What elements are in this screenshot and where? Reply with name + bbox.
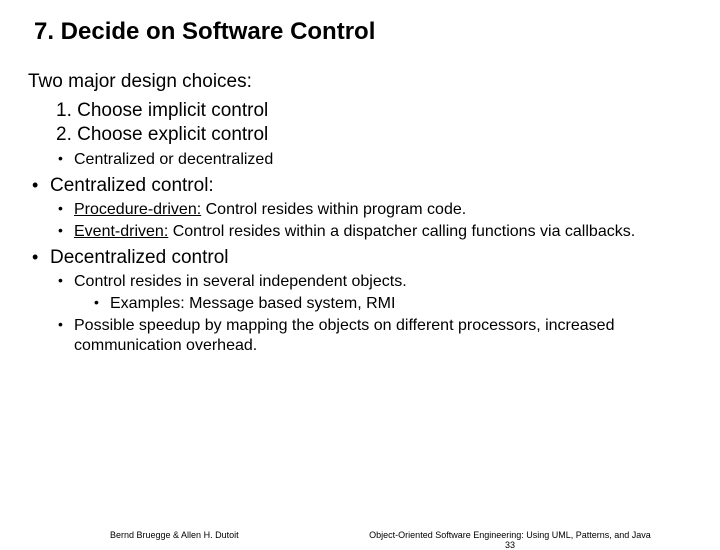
footer-right-text: Object-Oriented Software Engineering: Us… <box>369 530 651 540</box>
choice-1: 1. Choose implicit control <box>56 99 692 124</box>
decentralized-item-b: Possible speedup by mapping the objects … <box>28 316 692 356</box>
decentralized-heading: Decentralized control <box>28 246 692 270</box>
decentralized-example: Examples: Message based system, RMI <box>28 294 692 314</box>
intro-line: Two major design choices: <box>28 70 692 95</box>
choice-2-sub: Centralized or decentralized <box>28 150 692 170</box>
decentralized-example-list: Examples: Message based system, RMI <box>28 294 692 314</box>
main-list-2: Decentralized control <box>28 246 692 270</box>
centralized-item-b: Event-driven: Control resides within a d… <box>28 222 692 242</box>
centralized-b-label: Event-driven: <box>74 223 168 240</box>
centralized-b-text: Control resides within a dispatcher call… <box>168 223 635 240</box>
choice-2: 2. Choose explicit control <box>56 123 692 148</box>
main-list: Centralized control: <box>28 174 692 198</box>
centralized-heading: Centralized control: <box>28 174 692 198</box>
decentralized-sublist: Control resides in several independent o… <box>28 272 692 292</box>
footer-authors: Bernd Bruegge & Allen H. Dutoit <box>110 530 239 540</box>
decentralized-item-a: Control resides in several independent o… <box>28 272 692 292</box>
slide-title: 7. Decide on Software Control <box>34 18 692 46</box>
centralized-a-text: Control resides within program code. <box>201 201 466 218</box>
page-number: 33 <box>350 540 670 550</box>
centralized-sublist: Procedure-driven: Control resides within… <box>28 200 692 242</box>
decentralized-sublist-2: Possible speedup by mapping the objects … <box>28 316 692 356</box>
footer-booktitle: Object-Oriented Software Engineering: Us… <box>350 530 670 550</box>
slide: 7. Decide on Software Control Two major … <box>0 0 720 540</box>
centralized-item-a: Procedure-driven: Control resides within… <box>28 200 692 220</box>
choice-2-sublist: Centralized or decentralized <box>28 150 692 170</box>
centralized-a-label: Procedure-driven: <box>74 201 201 218</box>
